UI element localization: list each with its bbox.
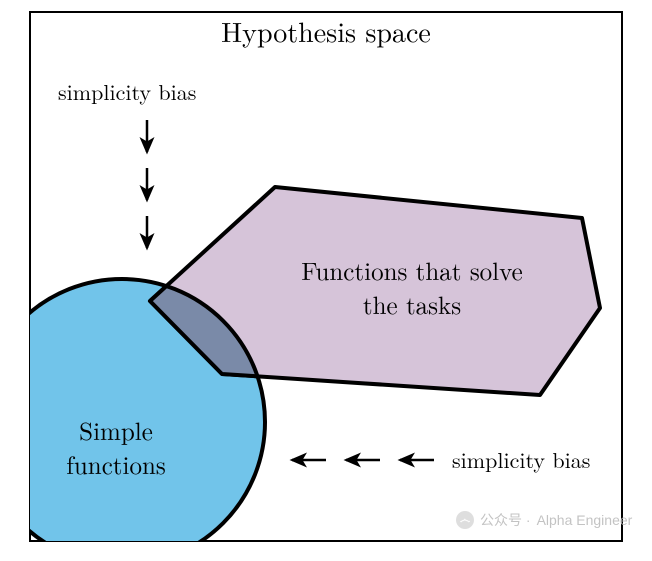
solve-label-line2: the tasks: [363, 287, 461, 322]
diagram-canvas: Hypothesis space simplicity bias simplic…: [0, 0, 652, 561]
wechat-icon: ෴: [456, 511, 474, 529]
watermark: ෴ 公众号 · Alpha Engineer: [456, 510, 632, 530]
diagram-svg: Hypothesis space simplicity bias simplic…: [0, 0, 652, 561]
watermark-name: Alpha Engineer: [537, 512, 633, 528]
simplicity-bias-label-top: simplicity bias: [58, 76, 196, 107]
solve-label-line1: Functions that solve: [301, 253, 522, 288]
watermark-prefix: 公众号 ·: [480, 510, 531, 530]
simple-label-line1: Simple: [79, 413, 153, 448]
simplicity-bias-label-right: simplicity bias: [452, 444, 590, 475]
simple-label-line2: functions: [66, 447, 165, 482]
title-label: Hypothesis space: [221, 11, 431, 51]
